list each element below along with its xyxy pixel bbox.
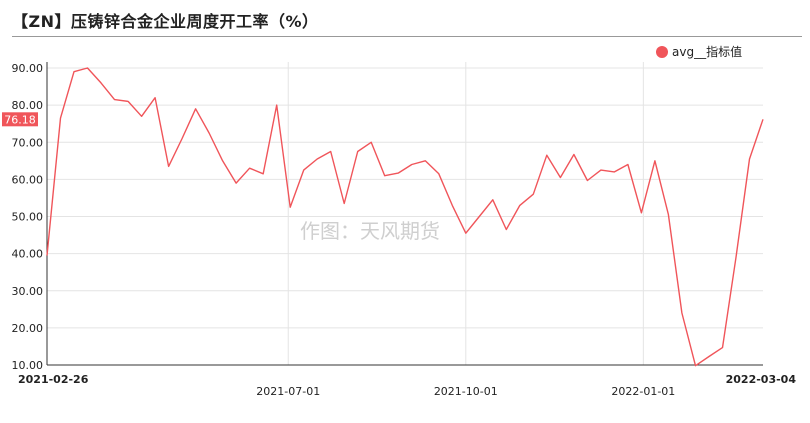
watermark: 作图：天风期货: [300, 219, 440, 243]
series-group: [46, 67, 764, 367]
last-value-box: [2, 112, 38, 127]
y-tick-label: 80.00: [12, 99, 44, 112]
legend-marker: [656, 46, 668, 58]
y-tick-label: 40.00: [12, 248, 44, 261]
legend-label: avg__指标值: [672, 44, 742, 59]
y-tick-label: 50.00: [12, 211, 44, 224]
y-tick-label: 60.00: [12, 173, 44, 186]
x-tick-label: 2022-03-04: [726, 373, 797, 386]
y-tick-label: 20.00: [12, 322, 44, 335]
chart-title: 【ZN】压铸锌合金企业周度开工率（%）: [12, 12, 319, 31]
x-tick-label: 2021-10-01: [434, 385, 498, 398]
y-axis: 10.00 20.00 30.00 40.00 50.00 60.00 70.00 80.00…: [12, 62, 48, 372]
x-tick-label: 2021-02-26: [18, 373, 89, 386]
x-tick-label: 2022-01-01: [611, 385, 675, 398]
x-tick-label: 2021-07-01: [256, 385, 320, 398]
legend[interactable]: avg__指标值: [656, 44, 742, 59]
last-value-badge: 76.18: [2, 112, 38, 127]
grid-lines: [47, 62, 763, 366]
y-tick-label: 10.00: [12, 359, 44, 372]
x-axis: 2021-02-26 2021-07-01 2021-10-01 2022-01-01…: [18, 364, 797, 398]
y-tick-label: 90.00: [12, 62, 44, 75]
series-line: [46, 67, 764, 367]
y-tick-label: 70.00: [12, 136, 44, 149]
y-tick-label: 30.00: [12, 285, 44, 298]
title-divider: [12, 36, 802, 37]
last-value-label: 76.18: [4, 113, 36, 126]
